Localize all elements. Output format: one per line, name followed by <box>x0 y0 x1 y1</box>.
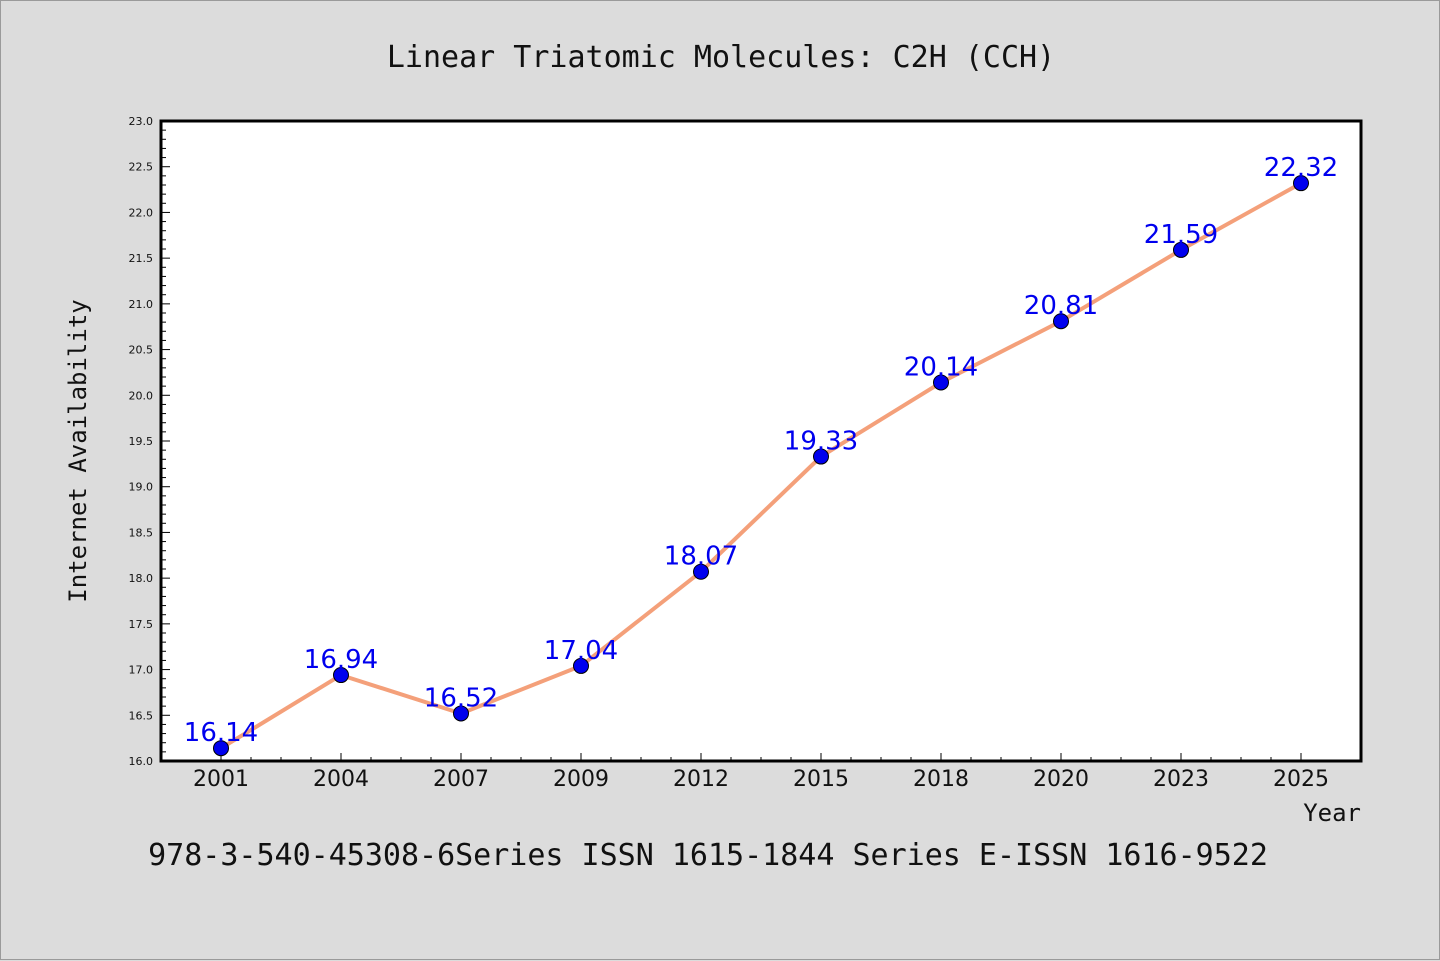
data-label-2020: 20.81 <box>1024 291 1098 321</box>
data-point-2007 <box>453 705 469 722</box>
y-tick-label: 23.0 <box>129 115 154 128</box>
x-tick-label: 2025 <box>1273 767 1329 792</box>
y-tick-label: 21.5 <box>129 252 154 265</box>
y-tick-label: 16.0 <box>129 755 154 768</box>
y-tick-label: 22.5 <box>129 161 154 174</box>
chart-title: Linear Triatomic Molecules: C2H (CCH) <box>387 40 1055 75</box>
x-tick-label: 2018 <box>913 767 969 792</box>
x-tick-label: 2020 <box>1033 767 1089 792</box>
x-axis-ticks: 2001 2004 2007 2009 2012 2015 2018 2020 2023 2025 <box>193 753 1329 792</box>
y-tick-label: 20.5 <box>129 344 154 357</box>
data-label-2018: 20.14 <box>904 352 978 382</box>
data-label-2007: 16.52 <box>424 683 498 713</box>
data-point-2015 <box>813 448 829 465</box>
y-axis-label: Internet Availability <box>64 299 92 602</box>
y-axis-ticks: 16.0 16.5 17.0 17.5 18.0 18.5 19.0 19.5 20.0 20.5… <box>129 115 170 768</box>
y-tick-label: 17.5 <box>129 618 154 631</box>
y-tick-label: 19.0 <box>129 481 154 494</box>
x-tick-label: 2001 <box>193 767 249 792</box>
x-tick-label: 2007 <box>433 767 489 792</box>
data-point-2009 <box>573 657 589 674</box>
data-point-2018 <box>933 374 949 391</box>
y-tick-label: 18.5 <box>129 526 154 539</box>
x-tick-label: 2015 <box>793 767 849 792</box>
data-labels: 16.14 16.94 16.52 17.04 18.07 19.33 20.14 20.81… <box>184 153 1338 748</box>
data-label-2025: 22.32 <box>1264 153 1338 183</box>
data-point-2001 <box>213 740 229 757</box>
data-label-2023: 21.59 <box>1144 220 1218 250</box>
data-points <box>213 175 1309 757</box>
y-tick-label: 16.5 <box>129 709 154 722</box>
data-label-2012: 18.07 <box>664 542 738 572</box>
x-tick-label: 2004 <box>313 767 369 792</box>
series-line-group <box>219 181 1302 750</box>
data-point-2020 <box>1053 313 1069 330</box>
y-tick-label: 20.0 <box>129 389 154 402</box>
data-label-2001: 16.14 <box>184 718 258 748</box>
y-tick-label: 19.5 <box>129 435 154 448</box>
data-point-2025 <box>1293 175 1309 192</box>
data-label-2004: 16.94 <box>304 645 378 675</box>
y-tick-label: 17.0 <box>129 664 154 677</box>
data-point-2004 <box>333 667 349 684</box>
footer-isbn-issn: 978-3-540-45308-6Series ISSN 1615-1844 S… <box>148 838 1268 873</box>
data-label-2009: 17.04 <box>544 636 618 666</box>
x-tick-label: 2023 <box>1153 767 1209 792</box>
y-tick-label: 21.0 <box>129 298 154 311</box>
x-tick-label: 2012 <box>673 767 729 792</box>
y-tick-label: 18.0 <box>129 572 154 585</box>
x-tick-label: 2009 <box>553 767 609 792</box>
data-label-2015: 19.33 <box>784 427 858 457</box>
plot-area <box>159 119 1363 763</box>
data-point-2012 <box>693 563 709 580</box>
data-point-2023 <box>1173 241 1189 258</box>
x-axis-label: Year <box>1303 799 1361 827</box>
series-line <box>219 181 1302 750</box>
y-tick-label: 22.0 <box>129 206 154 219</box>
